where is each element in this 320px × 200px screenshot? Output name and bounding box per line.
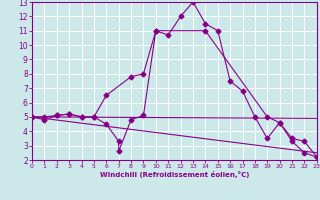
X-axis label: Windchill (Refroidissement éolien,°C): Windchill (Refroidissement éolien,°C)	[100, 171, 249, 178]
